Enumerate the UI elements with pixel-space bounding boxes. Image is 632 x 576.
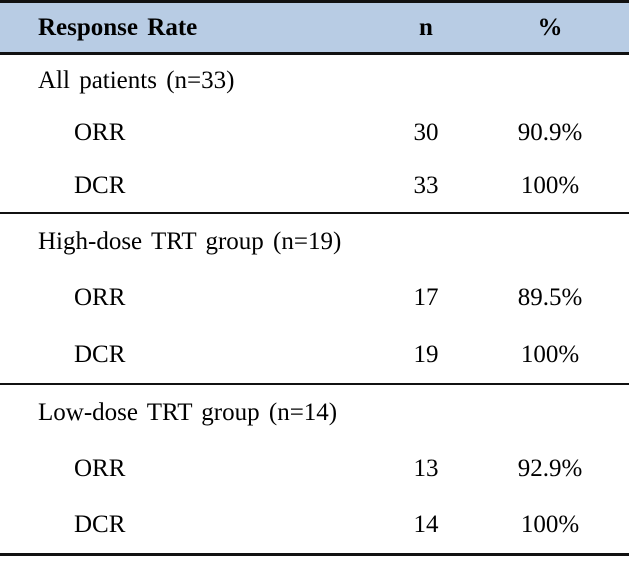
- table-row: DCR 33 100%: [0, 160, 629, 213]
- row-percent-value: 90.9%: [517, 119, 583, 146]
- section-title: All patients (n=33): [38, 66, 235, 94]
- response-rate-table-container: Response Rate n % All patients (n=33) OR…: [0, 0, 629, 556]
- row-n-value: 17: [413, 284, 439, 311]
- row-percent-value: 100%: [520, 340, 580, 368]
- column-header-response-rate: Response Rate: [38, 13, 198, 41]
- section-title-row: High-dose TRT group (n=19): [0, 213, 629, 270]
- section-high-dose-trt: High-dose TRT group (n=19) ORR 17 89.5% …: [0, 213, 629, 384]
- response-rate-table: Response Rate n % All patients (n=33) OR…: [0, 0, 629, 556]
- row-percent-value: 100%: [520, 171, 580, 199]
- section-title-row: All patients (n=33): [0, 54, 629, 107]
- table-row: DCR 19 100%: [0, 327, 629, 384]
- row-label: ORR: [74, 455, 126, 482]
- row-label: ORR: [74, 119, 126, 146]
- section-all-patients: All patients (n=33) ORR 30 90.9% DCR 33 …: [0, 54, 629, 213]
- row-n-value: 13: [413, 455, 439, 482]
- column-header-n: n: [419, 13, 433, 41]
- row-label: DCR: [74, 511, 126, 539]
- table-row: ORR 17 89.5%: [0, 270, 629, 327]
- row-percent-value: 100%: [520, 511, 580, 539]
- row-n-value: 33: [413, 171, 439, 199]
- table-header-row: Response Rate n %: [0, 1, 629, 54]
- section-title-row: Low-dose TRT group (n=14): [0, 384, 629, 441]
- table-row: DCR 14 100%: [0, 498, 629, 555]
- section-title: Low-dose TRT group (n=14): [38, 398, 338, 426]
- table-row: ORR 13 92.9%: [0, 441, 629, 498]
- row-percent-value: 92.9%: [517, 455, 583, 482]
- row-n-value: 30: [413, 119, 439, 146]
- row-label: DCR: [74, 340, 126, 368]
- table-row: ORR 30 90.9%: [0, 107, 629, 160]
- row-n-value: 19: [413, 340, 439, 368]
- row-n-value: 14: [413, 511, 439, 539]
- row-label: DCR: [74, 171, 126, 199]
- column-header-percent: %: [537, 13, 563, 41]
- row-label: ORR: [74, 284, 126, 311]
- section-title: High-dose TRT group (n=19): [38, 227, 342, 255]
- section-low-dose-trt: Low-dose TRT group (n=14) ORR 13 92.9% D…: [0, 384, 629, 555]
- row-percent-value: 89.5%: [517, 284, 583, 311]
